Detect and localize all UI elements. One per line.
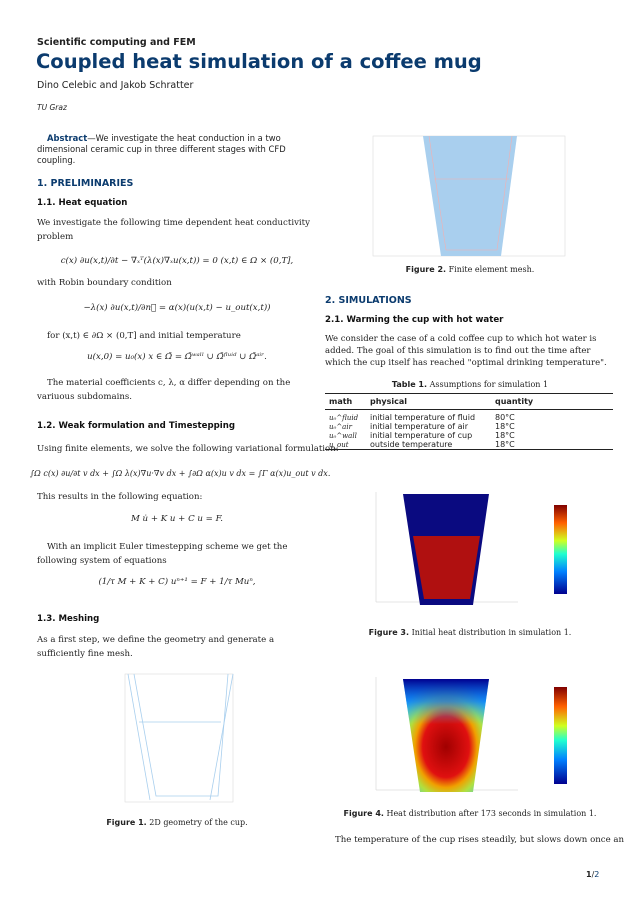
figure-2-caption: Figure 2. Finite element mesh. bbox=[325, 265, 615, 274]
caption-text: 2D geometry of the cup. bbox=[149, 818, 248, 827]
paragraph: The material coefficients c, λ, α differ… bbox=[37, 378, 291, 402]
paragraph: for (x,t) ∈ ∂Ω × (0,T] and initial tempe… bbox=[47, 331, 241, 341]
figure-4-caption: Figure 4. Heat distribution after 173 se… bbox=[325, 809, 615, 818]
figure-1-caption: Figure 1. 2D geometry of the cup. bbox=[37, 818, 317, 827]
equation-system: M u̇ + K u + C u = F. bbox=[131, 514, 223, 524]
section-1-2-heading: 1.2. Weak formulation and Timestepping bbox=[37, 421, 235, 431]
figure-label: Figure 2. bbox=[405, 265, 447, 274]
assumptions-table: math physical quantity u₀^fluid initial t… bbox=[325, 393, 613, 450]
table-cell: 18°C bbox=[495, 440, 515, 449]
table-cell: 18°C bbox=[495, 431, 515, 440]
caption-text: Initial heat distribution in simulation … bbox=[411, 628, 572, 637]
abstract-label: Abstract bbox=[47, 133, 88, 143]
column-header: quantity bbox=[495, 397, 534, 406]
table-cell: outside temperature bbox=[370, 440, 453, 449]
abstract: Abstract—We investigate the heat conduct… bbox=[37, 133, 317, 166]
caption-text: Assumptions for simulation 1 bbox=[429, 380, 549, 389]
section-1-3-heading: 1.3. Meshing bbox=[37, 614, 100, 624]
table-row: u₀^fluid initial temperature of fluid 80°C bbox=[325, 410, 613, 422]
paragraph: Using finite elements, we solve the foll… bbox=[37, 444, 339, 454]
figure-2-mesh bbox=[372, 135, 566, 257]
equation-variational: ∫Ω c(x) ∂u/∂t v dx + ∫Ω λ(x)∇u·∇v dx + ∫… bbox=[30, 469, 331, 478]
section-2-1-heading: 2.1. Warming the cup with hot water bbox=[325, 315, 504, 325]
paragraph: With an implicit Euler timestepping sche… bbox=[37, 542, 288, 566]
table-cell: 80°C bbox=[495, 413, 515, 422]
paragraph: We consider the case of a cold coffee cu… bbox=[325, 334, 607, 368]
figure-label: Figure 3. bbox=[368, 628, 410, 637]
equation-euler: (1/τ M + K + C) uⁿ⁺¹ = F + 1/τ Muⁿ, bbox=[98, 577, 256, 587]
column-header: physical bbox=[370, 397, 408, 406]
table-cell: initial temperature of air bbox=[370, 422, 469, 431]
paragraph: The temperature of the cup rises steadil… bbox=[335, 835, 625, 845]
table-cell: 18°C bbox=[495, 422, 515, 431]
figure-label: Figure 1. bbox=[106, 818, 147, 827]
section-1-heading: 1. PRELIMINARIES bbox=[37, 178, 134, 189]
table-cell: initial temperature of fluid bbox=[370, 413, 476, 422]
figure-3-initial-heat bbox=[375, 492, 567, 605]
table-cell: initial temperature of cup bbox=[370, 431, 473, 440]
figure-1-geometry bbox=[124, 673, 234, 803]
table-cell: u₀^fluid bbox=[329, 413, 359, 422]
paragraph: As a first step, we define the geometry … bbox=[37, 635, 275, 659]
caption-text: Finite element mesh. bbox=[448, 265, 535, 274]
table-cell: u₀^wall bbox=[329, 431, 357, 440]
affiliation: TU Graz bbox=[37, 103, 67, 112]
table-cell: u₀^air bbox=[329, 422, 352, 431]
caption-text: Heat distribution after 173 seconds in s… bbox=[386, 809, 597, 818]
table-1-caption: Table 1. Assumptions for simulation 1 bbox=[325, 380, 615, 389]
table-row: u₀^wall initial temperature of cup 18°C bbox=[325, 431, 613, 440]
authors: Dino Celebic and Jakob Schratter bbox=[37, 80, 194, 91]
abstract-text: —We investigate the heat conduction in a… bbox=[37, 133, 286, 165]
table-label: Table 1. bbox=[391, 380, 428, 389]
table-cell: u_out bbox=[329, 440, 349, 449]
journal-name: Scientific computing and FEM bbox=[37, 37, 196, 48]
paragraph: with Robin boundary condition bbox=[37, 278, 172, 288]
paragraph: This results in the following equation: bbox=[37, 492, 203, 502]
equation-robin: −λ(x) ∂u(x,t)/∂n⃗ = α(x)(u(x,t) − u_out(… bbox=[83, 303, 271, 313]
figure-label: Figure 4. bbox=[343, 809, 384, 818]
equation-initial: u(x,0) = u₀(x) x ∈ Ω̄ = Ω̄ʷᵃˡˡ ∪ Ω̄ᶠˡᵘⁱᵈ… bbox=[87, 352, 267, 362]
section-1-1-heading: 1.1. Heat equation bbox=[37, 198, 128, 208]
figure-4-heat-173s bbox=[375, 677, 567, 792]
page-title: Coupled heat simulation of a coffee mug bbox=[36, 50, 482, 73]
column-header: math bbox=[329, 397, 353, 406]
section-2-heading: 2. SIMULATIONS bbox=[325, 295, 412, 306]
equation-heat: c(x) ∂u(x,t)/∂t − ∇ₓᵀ(λ(x)∇ₓu(x,t)) = 0 … bbox=[60, 256, 294, 266]
total-pages[interactable]: 2 bbox=[594, 870, 600, 879]
table-row: u_out outside temperature 18°C bbox=[325, 440, 613, 450]
table-row: u₀^air initial temperature of air 18°C bbox=[325, 422, 613, 431]
figure-3-caption: Figure 3. Initial heat distribution in s… bbox=[325, 628, 615, 637]
paragraph: We investigate the following time depend… bbox=[37, 218, 310, 242]
page-number: 1/2 bbox=[586, 870, 600, 879]
current-page: 1 bbox=[586, 870, 592, 879]
